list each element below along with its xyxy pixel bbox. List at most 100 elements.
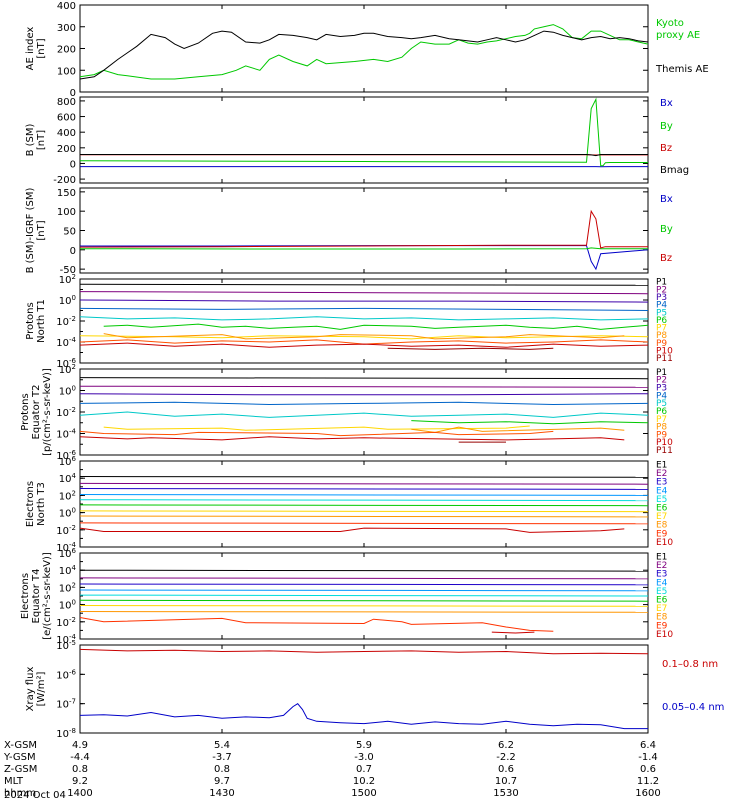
ephem-value-z-gsm: 0.8 <box>72 764 88 775</box>
legend-electrons-north-e9: E9 <box>656 529 668 539</box>
date-label: 2024 Oct 04 <box>4 790 66 800</box>
ylabel-b-igrf: [nT] <box>36 220 47 240</box>
series-b-sm-by <box>79 97 648 167</box>
ytick-label-b-sm: 800 <box>57 97 76 108</box>
ytick-label-xray: 10-5 <box>56 639 76 652</box>
ytick-label-b-sm: 600 <box>57 113 76 124</box>
ytick-label-b-igrf: 150 <box>57 188 76 199</box>
legend-electrons-equator-e1: E1 <box>656 552 667 562</box>
legend-protons-equator-p2: P2 <box>656 376 667 386</box>
ylabel-protons-north: North T1 <box>36 299 47 343</box>
ephem-value-x-gsm: 6.2 <box>498 740 514 751</box>
ytick-label-protons-north: 10-6 <box>56 357 76 370</box>
series-electrons-north-e6 <box>79 504 649 507</box>
legend-electrons-equator-e8: E8 <box>656 613 668 623</box>
legend-electrons-equator-e4: E4 <box>656 578 668 588</box>
legend-electrons-north-e4: E4 <box>656 486 668 496</box>
ephem-row-label-mlt: MLT <box>4 776 24 787</box>
legend-protons-north-p10: P10 <box>656 346 673 356</box>
legend-protons-equator-p3: P3 <box>656 384 667 394</box>
legend-protons-equator-p1: P1 <box>656 368 667 378</box>
series-xray-0-1-0-8-nm <box>79 648 649 655</box>
ephem-value-hhmm: 1500 <box>351 788 376 799</box>
ytick-label-protons-north: 102 <box>59 273 76 286</box>
ytick-label-protons-equator: 10-6 <box>56 449 76 462</box>
legend-protons-north-p5: P5 <box>656 308 667 318</box>
ytick-label-electrons-north: 100 <box>59 507 76 520</box>
ephem-value-x-gsm: 6.4 <box>640 740 656 751</box>
ylabel-electrons-equator: [e/(cm²-s-sr-keV)] <box>42 552 53 640</box>
legend-electrons-north-e8: E8 <box>656 521 668 531</box>
ephem-value-mlt: 10.7 <box>495 776 517 787</box>
series-protons-equator-p6 <box>411 420 649 425</box>
legend-protons-north-p2: P2 <box>656 285 667 295</box>
series-electrons-equator-e9 <box>79 617 554 632</box>
ytick-label-protons-north: 100 <box>59 294 76 307</box>
ytick-label-b-sm: -200 <box>53 175 76 186</box>
panel-frame-xray <box>79 644 649 734</box>
panel-frame-b-sm <box>79 96 649 184</box>
series-b-igrf-bz <box>79 209 648 249</box>
series-protons-equator-p5 <box>79 411 649 418</box>
legend-protons-equator-p4: P4 <box>656 391 667 401</box>
ytick-label-ae: 0 <box>70 88 76 99</box>
legend-protons-north-p3: P3 <box>656 293 667 303</box>
ytick-label-electrons-north: 104 <box>59 472 77 485</box>
series-xray-0-05-0-4-nm <box>79 703 648 730</box>
series-protons-equator-p8 <box>411 426 625 433</box>
legend-ae-proxy: proxy AE <box>656 30 700 41</box>
legend-xray-long: 0.1–0.8 nm <box>662 659 718 670</box>
ylabel-b-sm: B (SM) <box>25 123 36 156</box>
ephem-value-y-gsm: -4.4 <box>70 752 90 763</box>
series-electrons-equator-e1 <box>79 569 649 572</box>
series-protons-north-p8 <box>103 333 625 340</box>
ytick-label-protons-equator: 10-4 <box>56 428 76 441</box>
legend-bsm-bmag: Bmag <box>660 165 689 176</box>
legend-electrons-north-e7: E7 <box>656 512 667 522</box>
series-protons-north-p11 <box>387 347 554 350</box>
legend-protons-north-p8: P8 <box>656 331 667 341</box>
legend-protons-equator-p11: P11 <box>656 446 673 456</box>
ephem-value-mlt: 9.2 <box>72 776 88 787</box>
ytick-label-protons-equator: 10-2 <box>56 406 76 419</box>
legend-electrons-north-e10: E10 <box>656 538 673 548</box>
ylabel-protons-equator: [p/(cm²-s-sr-keV)] <box>42 368 53 456</box>
legend-bigrf-bz: Bz <box>660 253 672 264</box>
legend-bsm-bz: Bz <box>660 143 672 154</box>
series-ae-themis-ae <box>79 30 649 80</box>
series-electrons-equator-e6 <box>79 599 649 602</box>
series-electrons-equator-e2 <box>79 577 649 580</box>
ephem-row-label-y-gsm: Y-GSM <box>3 752 36 763</box>
ephem-value-hhmm: 1530 <box>493 788 518 799</box>
ylabel-xray: Xray flux <box>25 667 36 712</box>
ytick-label-xray: 10-7 <box>56 698 76 711</box>
legend-electrons-north-e3: E3 <box>656 478 667 488</box>
legend-electrons-equator-e10: E10 <box>656 630 673 640</box>
legend-electrons-north-e5: E5 <box>656 495 667 505</box>
ephem-row-label-z-gsm: Z-GSM <box>4 764 37 775</box>
series-electrons-north-e3 <box>79 488 649 490</box>
series-electrons-north-e8 <box>79 515 649 518</box>
ytick-label-electrons-equator: 102 <box>59 581 76 594</box>
series-protons-north-p2 <box>79 291 649 295</box>
series-electrons-equator-e3 <box>79 583 649 586</box>
series-protons-equator-p7 <box>103 425 530 431</box>
ephem-value-z-gsm: 0.7 <box>356 764 372 775</box>
ytick-label-ae: 200 <box>57 45 76 56</box>
legend-electrons-equator-e6: E6 <box>656 595 668 605</box>
series-protons-north-p1 <box>79 283 649 286</box>
legend-protons-north-p7: P7 <box>656 324 667 334</box>
ephem-value-mlt: 11.2 <box>637 776 659 787</box>
legend-xray-short: 0.05–0.4 nm <box>662 702 724 713</box>
ylabel-electrons-north: Electrons <box>25 481 36 527</box>
ephem-value-z-gsm: 0.6 <box>498 764 514 775</box>
legend-protons-north-p4: P4 <box>656 301 667 311</box>
ytick-label-protons-north: 10-4 <box>56 336 76 349</box>
legend-bsm-by: By <box>660 121 673 132</box>
ytick-label-electrons-equator: 10-4 <box>56 633 76 646</box>
ytick-label-b-sm: 200 <box>57 144 76 155</box>
ytick-label-b-igrf: 0 <box>70 246 76 257</box>
ephem-value-z-gsm: 0.6 <box>640 764 656 775</box>
series-electrons-north-e1 <box>79 476 649 478</box>
series-electrons-north-e2 <box>79 482 649 485</box>
